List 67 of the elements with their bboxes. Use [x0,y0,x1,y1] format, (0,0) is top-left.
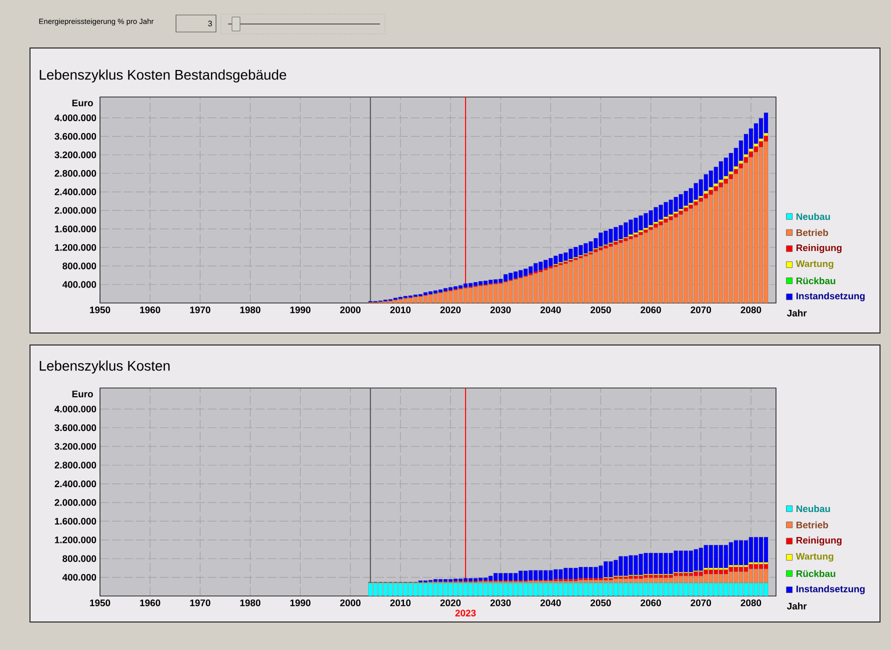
y-tick-label: 2.400.000 [54,480,96,488]
x-tick-label: 2000 [340,306,361,314]
y-tick-label: 4.000.000 [54,114,96,122]
x-tick-label: 2080 [740,306,762,314]
y-tick-label: 400.000 [62,281,96,288]
x-tick-label: 2070 [690,306,712,314]
y-tick-label: 2.400.000 [54,188,96,196]
x-tick-label: 1980 [240,600,260,606]
chart-title: Lebenszyklus Kosten Bestandsgebäude [40,69,286,82]
x-axis-title: Jahr [786,310,807,316]
x-tick-label: 2020 [440,600,461,606]
legend-label: Neubau [796,505,830,512]
legend-label: Rückbau [796,277,836,284]
x-tick-label: 2020 [440,306,461,314]
y-tick-label: 1.600.000 [54,226,96,232]
legend-label: Neubau [796,213,830,220]
x-tick-label: 2000 [340,600,361,606]
x-tick-label: 2080 [740,600,762,606]
x-tick-label: 2070 [690,600,712,606]
y-tick-label: 2.000.000 [54,207,96,214]
x-tick-label: 2010 [390,600,411,606]
x-tick-label: 2040 [540,306,561,314]
x-tick-label: 2060 [640,306,661,314]
y-tick-label: 400.000 [62,574,96,581]
x-tick-label: 2060 [640,600,661,606]
x-tick-label: 1970 [190,306,210,314]
y-tick-label: 2.000.000 [54,499,96,506]
y-tick-label: 3.600.000 [54,424,96,432]
legend-label: Betrieb [796,229,828,236]
x-tick-label: 1960 [140,600,160,606]
legend-label: Instandsetzung [796,292,865,302]
x-tick-label: 1990 [290,306,310,314]
ref-line-label: 2023 [455,610,476,616]
y-axis-title: Euro [72,390,93,398]
y-tick-label: 1.600.000 [54,518,96,525]
y-tick-label: 1.200.000 [54,244,96,251]
x-tick-label: 2030 [490,600,511,606]
x-axis-title: Jahr [786,602,807,610]
y-tick-label: 4.000.000 [54,406,96,412]
x-tick-label: 1980 [240,306,260,314]
x-tick-label: 1950 [90,306,110,314]
legend-label: Reinigung [796,244,842,254]
x-tick-label: 1960 [140,306,160,314]
chart-title: Lebenszyklus Kosten [40,360,170,374]
legend-label: Betrieb [796,521,828,528]
x-tick-label: 1970 [190,600,210,606]
legend-label: Wartung [796,553,834,562]
y-tick-label: 3.200.000 [54,152,96,158]
legend-label: Wartung [796,260,834,269]
legend-label: Reinigung [796,536,842,546]
y-tick-label: 800.000 [62,262,96,270]
y-tick-label: 800.000 [62,555,96,562]
x-tick-label: 2050 [590,600,611,606]
y-tick-label: 3.200.000 [54,443,96,450]
y-axis-title: Euro [72,100,93,106]
x-tick-label: 2040 [540,600,561,606]
x-tick-label: 2030 [490,306,511,314]
y-tick-label: 2.800.000 [54,462,96,468]
y-tick-label: 1.200.000 [54,536,96,544]
x-tick-label: 2010 [390,306,411,314]
y-tick-label: 3.600.000 [54,132,96,140]
x-tick-label: 1990 [290,600,310,606]
x-tick-label: 1950 [90,600,110,606]
legend-label: Rückbau [796,570,836,578]
x-tick-label: 2050 [590,306,611,314]
y-tick-label: 2.800.000 [54,170,96,177]
legend-label: Instandsetzung [796,585,865,594]
